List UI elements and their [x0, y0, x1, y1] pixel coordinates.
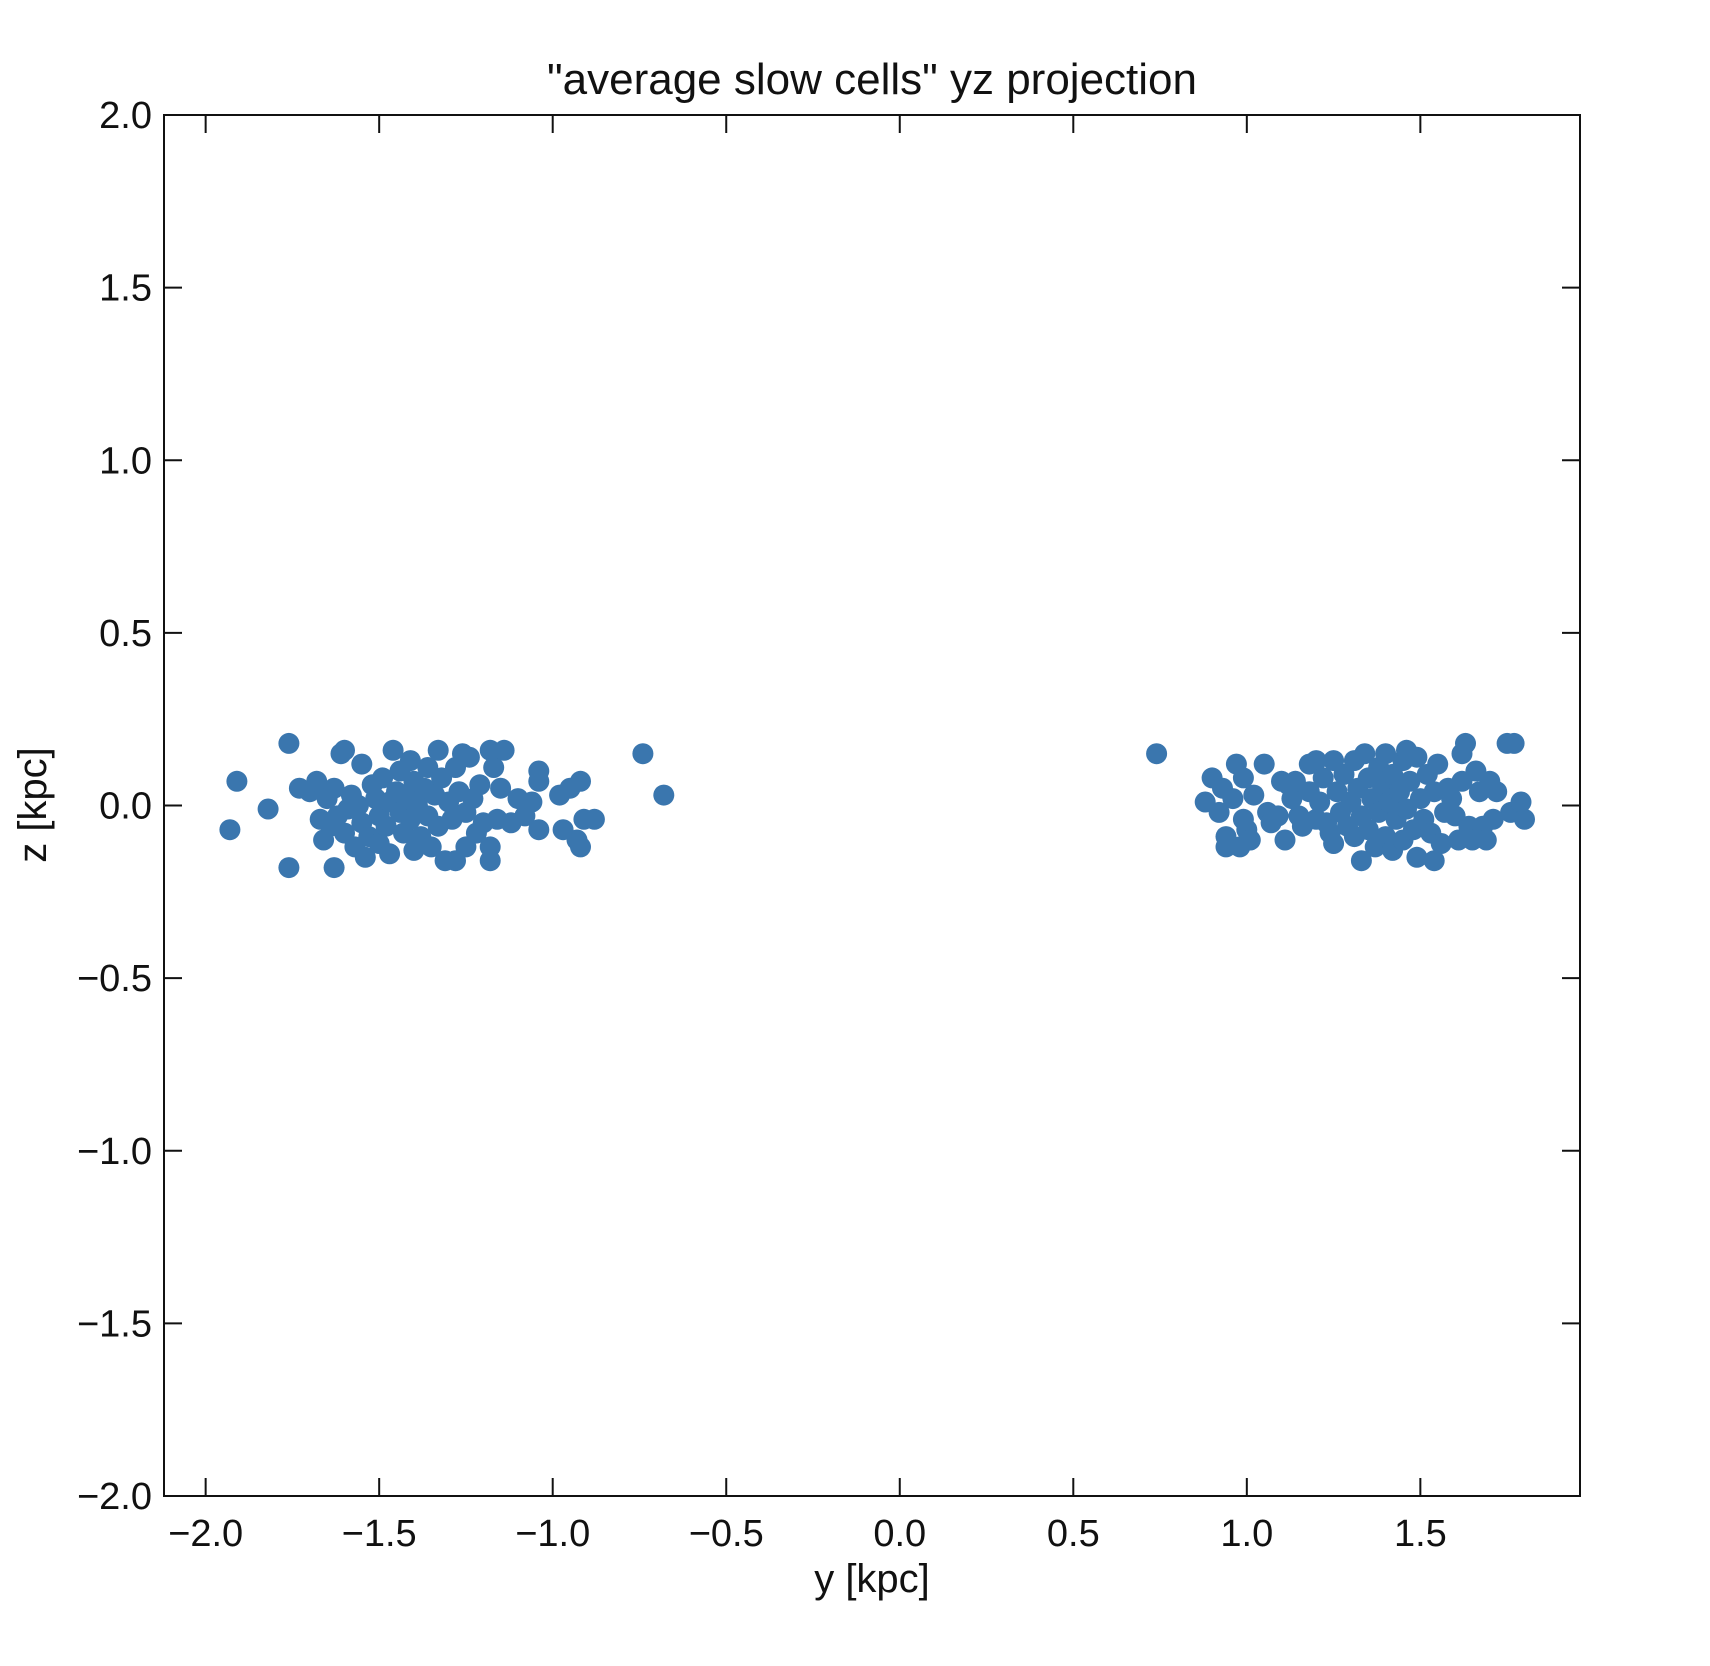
x-tick-label: 1.0 — [1220, 1513, 1273, 1555]
scatter-point — [1253, 753, 1275, 775]
scatter-point — [1475, 829, 1497, 851]
scatter-point — [1146, 743, 1168, 765]
scatter-point — [257, 798, 279, 820]
scatter-point — [632, 743, 654, 765]
scatter-point — [479, 850, 501, 872]
scatter-point — [1406, 746, 1428, 768]
y-tick-label: 0.0 — [99, 786, 152, 828]
y-tick-label: 0.5 — [99, 613, 152, 655]
x-tick-label: 0.5 — [1047, 1513, 1100, 1555]
x-tick-label: 1.5 — [1394, 1513, 1447, 1555]
scatter-point — [351, 753, 373, 775]
axis-ticks: −2.0 −1.5 −1.0 −0.5 0.0 0.5 1.0 1.5 2.0 1.5 1.0 0.5… — [77, 95, 1580, 1555]
scatter-point — [1482, 808, 1504, 830]
scatter-point — [583, 808, 605, 830]
y-axis-label: z [kpc] — [11, 747, 55, 863]
scatter-point — [278, 732, 300, 754]
y-tick-label: −2.0 — [77, 1476, 152, 1518]
y-tick-label: −0.5 — [77, 958, 152, 1000]
scatter-point — [334, 739, 355, 761]
scatter-point — [1354, 743, 1376, 765]
scatter-point — [521, 791, 543, 813]
scatter-point — [1375, 743, 1397, 765]
scatter-point — [570, 770, 591, 792]
y-tick-label: 2.0 — [99, 95, 152, 137]
scatter-point — [1232, 767, 1254, 789]
scatter-point — [570, 836, 591, 858]
scatter-point — [1239, 829, 1261, 851]
scatter-point — [1503, 732, 1525, 754]
scatter-point — [1350, 850, 1372, 872]
scatter-point — [399, 750, 421, 772]
scatter-point — [375, 815, 397, 837]
scatter-point — [278, 857, 300, 879]
scatter-point — [653, 784, 675, 806]
scatter-point — [1323, 833, 1345, 854]
scatter-point — [483, 757, 505, 778]
scatter-point — [347, 795, 369, 816]
scatter-point — [1274, 829, 1296, 851]
scatter-point — [306, 770, 328, 792]
scatter-point — [372, 767, 394, 789]
scatter-point — [1486, 781, 1508, 803]
scatter-point — [469, 774, 491, 796]
scatter-point — [379, 843, 401, 865]
scatter-point — [528, 770, 550, 792]
x-tick-label: 0.0 — [873, 1513, 926, 1555]
scatter-point — [1510, 791, 1532, 813]
data-points — [219, 732, 1535, 879]
scatter-point — [528, 819, 550, 841]
x-tick-label: −2.0 — [168, 1513, 243, 1555]
y-tick-label: 1.5 — [99, 268, 152, 310]
scatter-point — [1430, 833, 1452, 854]
scatter-point — [1222, 788, 1244, 810]
chart-title: "average slow cells" yz projection — [547, 55, 1197, 104]
scatter-point — [226, 770, 248, 792]
x-tick-label: −0.5 — [689, 1513, 764, 1555]
scatter-point — [323, 857, 345, 879]
scatter-point — [1281, 788, 1303, 810]
scatter-point — [490, 777, 512, 799]
x-axis-label: y [kpc] — [814, 1557, 930, 1601]
scatter-point — [1514, 808, 1535, 830]
scatter-point — [1399, 770, 1421, 792]
scatter-point — [323, 777, 345, 799]
scatter-point — [1309, 791, 1331, 813]
scatter-point — [1305, 750, 1327, 772]
scatter-point — [458, 746, 480, 768]
scatter-point — [219, 819, 241, 841]
x-tick-label: −1.0 — [515, 1513, 590, 1555]
y-tick-label: −1.0 — [77, 1131, 152, 1173]
y-tick-label: −1.5 — [77, 1303, 152, 1345]
scatter-point — [1312, 767, 1334, 789]
scatter-point — [1427, 753, 1449, 775]
scatter-point — [1441, 788, 1463, 810]
scatter-point — [1406, 846, 1428, 868]
scatter-point — [1267, 805, 1289, 827]
scatter-point — [382, 739, 404, 761]
scatter-point — [1423, 850, 1445, 872]
scatter-point — [420, 836, 442, 858]
scatter-point — [1208, 801, 1230, 823]
scatter-point — [1357, 819, 1379, 841]
x-tick-label: −1.5 — [342, 1513, 417, 1555]
y-tick-label: 1.0 — [99, 440, 152, 482]
scatter-point — [493, 739, 515, 761]
scatter-point — [1243, 784, 1265, 806]
scatter-point — [1455, 732, 1476, 754]
scatter-point — [354, 846, 376, 868]
scatter-point — [427, 739, 449, 761]
